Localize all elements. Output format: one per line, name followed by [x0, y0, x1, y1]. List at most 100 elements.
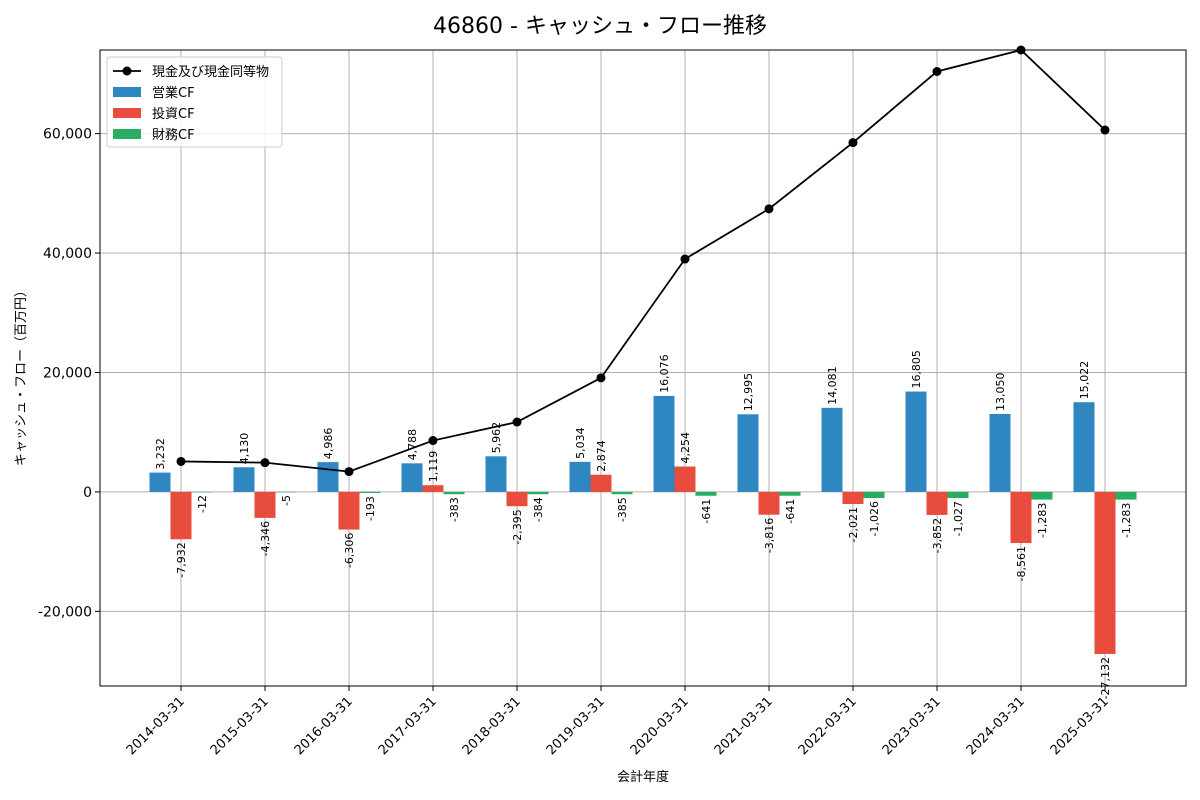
legend-swatch-3	[113, 129, 141, 139]
bar-0-2	[317, 462, 339, 492]
cash-point-2	[344, 467, 354, 477]
bar-value-label: 4,254	[679, 432, 692, 464]
legend-swatch-2	[113, 108, 141, 118]
x-tick-label: 2018-03-31	[460, 694, 524, 758]
bar-2-6	[695, 491, 717, 496]
bar-value-label: -385	[616, 497, 629, 522]
cash-point-6	[680, 254, 690, 264]
bar-value-label: -3,852	[931, 518, 944, 553]
bar-value-label: -6,306	[343, 533, 356, 568]
bar-0-5	[569, 461, 591, 492]
legend-box	[106, 56, 283, 148]
bar-value-label: 16,076	[658, 354, 671, 393]
bar-value-label: 1,119	[427, 451, 440, 483]
bar-value-label: 16,805	[910, 350, 923, 389]
bar-0-0	[149, 472, 171, 492]
bars	[149, 391, 1137, 654]
bar-1-5	[590, 474, 612, 492]
bar-0-8	[821, 407, 843, 492]
y-tick-label: -20,000	[38, 604, 92, 620]
bar-2-7	[779, 491, 801, 496]
bar-value-label: -1,283	[1120, 503, 1133, 538]
bar-1-3	[422, 485, 444, 492]
legend-label: 財務CF	[152, 128, 195, 143]
bar-value-label: -2,021	[847, 507, 860, 542]
y-tick-label: 20,000	[43, 365, 92, 381]
bar-value-label: -641	[700, 499, 713, 524]
y-axis-ticks: -20,000 0 20,000 40,000 60,000	[38, 127, 100, 620]
bar-1-11	[1094, 491, 1116, 654]
bar-value-label: -383	[448, 497, 461, 522]
y-tick-label: 40,000	[43, 246, 92, 262]
bar-value-label: -27,132	[1099, 657, 1112, 699]
bar-labels: 3,232 4,130 4,986 4,788 5,962 5,034 16,076 12,9…	[154, 350, 1133, 699]
bar-value-label: -7,932	[175, 542, 188, 577]
cash-point-5	[596, 373, 606, 383]
cash-point-7	[764, 204, 774, 214]
bar-2-5	[611, 491, 633, 495]
x-tick-label: 2016-03-31	[292, 694, 356, 758]
x-tick-label: 2017-03-31	[376, 694, 440, 758]
cash-point-0	[176, 456, 186, 466]
cash-point-1	[260, 458, 270, 468]
grid	[100, 50, 1186, 686]
bar-value-label: 4,986	[322, 428, 335, 460]
bar-value-label: -193	[364, 496, 377, 521]
x-tick-label: 2021-03-31	[712, 694, 776, 758]
bar-value-label: -641	[784, 499, 797, 524]
legend-label: 投資CF	[152, 106, 195, 122]
plot-frame	[99, 49, 1187, 687]
y-tick-label: 0	[83, 485, 92, 501]
bar-value-label: -4,346	[259, 521, 272, 556]
legend-label: 現金及び現金同等物	[152, 64, 269, 80]
bar-1-2	[338, 491, 360, 530]
bar-0-10	[989, 413, 1011, 492]
cash-point-4	[512, 417, 522, 427]
bar-value-label: -2,395	[511, 509, 524, 544]
legend-marker	[122, 66, 132, 76]
bar-2-9	[947, 491, 969, 499]
bar-2-8	[863, 491, 885, 499]
bar-2-2	[359, 491, 381, 494]
cash-line	[176, 45, 1110, 477]
chart-title: 46860 - キャッシュ・フロー推移	[433, 14, 767, 39]
x-axis-label: 会計年度	[617, 769, 669, 785]
bar-value-label: -384	[532, 497, 545, 522]
bar-value-label: -8,561	[1015, 546, 1028, 581]
cash-point-8	[848, 138, 858, 148]
x-axis-ticks: 2014-03-31 2015-03-31 2016-03-31 2017-03-31…	[124, 686, 1112, 758]
cash-point-11	[1100, 125, 1110, 135]
bar-1-8	[842, 491, 864, 504]
bar-value-label: 14,081	[826, 366, 839, 405]
bar-value-label: 4,788	[406, 429, 419, 461]
bar-value-label: -12	[196, 495, 209, 513]
bar-value-label: 13,050	[994, 372, 1007, 411]
cash-point-9	[932, 66, 942, 76]
bar-0-6	[653, 395, 675, 492]
bar-value-label: 15,022	[1078, 361, 1091, 400]
bar-1-4	[506, 491, 528, 507]
y-axis-label: キャッシュ・フロー（百万円）	[14, 284, 29, 466]
x-tick-label: 2019-03-31	[544, 694, 608, 758]
bar-0-9	[905, 391, 927, 492]
bar-value-label: -5	[280, 495, 293, 506]
x-tick-label: 2014-03-31	[124, 694, 188, 758]
bar-1-10	[1010, 491, 1032, 544]
bar-2-3	[443, 491, 465, 495]
bar-1-6	[674, 466, 696, 492]
bar-value-label: 5,034	[574, 427, 587, 459]
bar-0-3	[401, 463, 423, 492]
bar-value-label: -1,283	[1036, 503, 1049, 538]
bar-0-1	[233, 467, 255, 492]
cash-point-3	[428, 436, 438, 446]
bar-1-7	[758, 491, 780, 515]
bar-value-label: 2,874	[595, 440, 608, 472]
bar-value-label: -1,027	[952, 501, 965, 536]
x-tick-label: 2025-03-31	[1048, 694, 1112, 758]
bar-value-label: 12,995	[742, 373, 755, 412]
bar-value-label: 5,962	[490, 422, 503, 454]
bar-0-7	[737, 414, 759, 492]
bar-0-11	[1073, 402, 1095, 492]
